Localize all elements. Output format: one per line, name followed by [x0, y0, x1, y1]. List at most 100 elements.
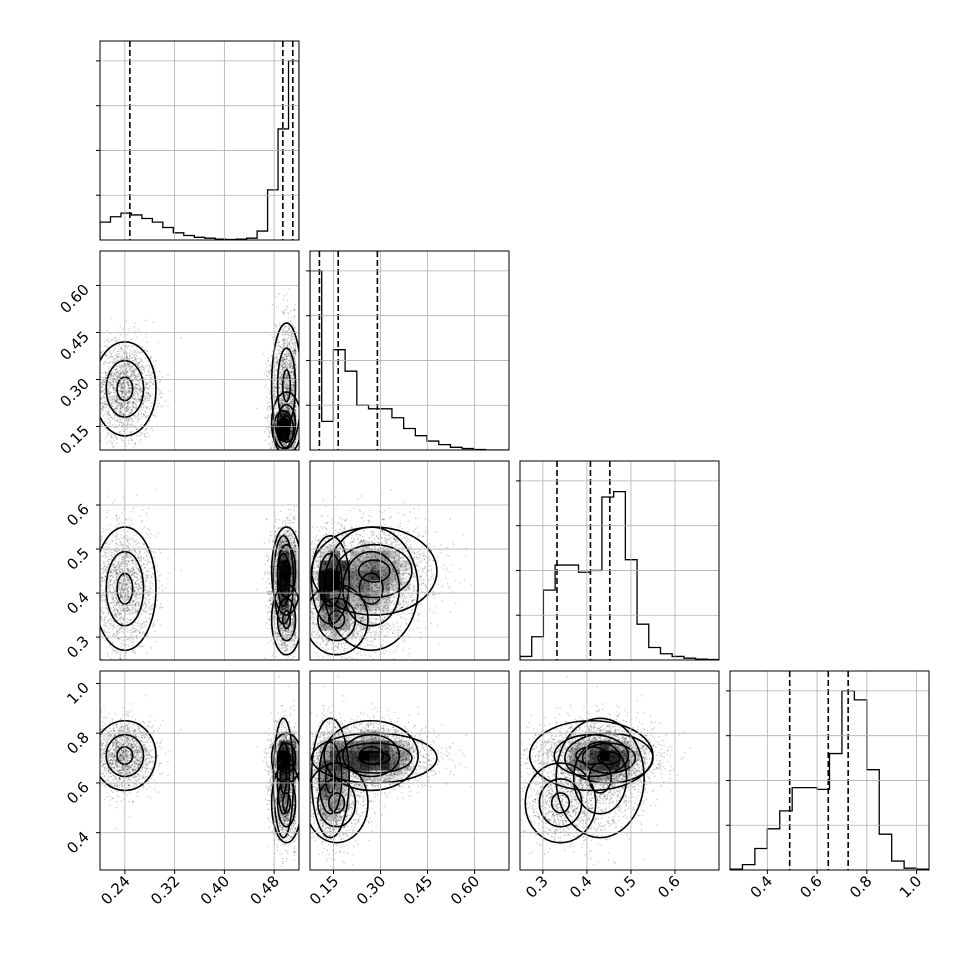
sample-point [135, 407, 138, 410]
sample-point [115, 337, 117, 339]
sample-point [285, 358, 288, 361]
sample-point [284, 333, 286, 336]
sample-point [290, 432, 293, 434]
sample-point [129, 352, 131, 355]
sample-point [127, 384, 129, 387]
sample-point [131, 396, 133, 399]
sample-point [291, 342, 294, 345]
sample-point [130, 368, 132, 371]
sample-point [294, 352, 297, 355]
sample-point [125, 372, 128, 375]
sample-point [144, 410, 146, 413]
sample-point [281, 402, 284, 404]
sample-point [101, 405, 104, 408]
sample-point [291, 447, 293, 449]
sample-point [122, 369, 124, 372]
sample-point [127, 405, 129, 408]
sample-point [276, 306, 278, 308]
sample-point [286, 405, 288, 407]
sample-point [286, 424, 289, 427]
sample-point [120, 381, 122, 384]
sample-point [281, 356, 284, 359]
sample-point [283, 454, 285, 456]
sample-point [159, 380, 162, 382]
sample-point [294, 352, 297, 355]
sample-point [285, 443, 287, 446]
sample-point [112, 355, 114, 358]
sample-point [151, 393, 154, 396]
sample-point [285, 406, 287, 409]
sample-point [158, 393, 161, 396]
sample-point [139, 398, 142, 401]
sample-point [115, 370, 118, 373]
sample-point [283, 413, 285, 416]
sample-point [131, 396, 134, 398]
sample-point [94, 389, 96, 391]
sample-point [125, 393, 127, 396]
sample-point [133, 445, 135, 448]
sample-point [123, 365, 125, 367]
sample-point [97, 360, 99, 362]
sample-point [126, 365, 129, 367]
sample-point [282, 363, 285, 366]
sample-point [283, 345, 286, 348]
sample-point [145, 392, 148, 395]
sample-point [288, 336, 290, 339]
sample-point [270, 447, 273, 450]
sample-point [135, 397, 137, 399]
sample-point [116, 371, 118, 373]
sample-point [116, 479, 118, 481]
sample-point [116, 350, 119, 353]
sample-point [294, 360, 296, 362]
sample-point [106, 346, 109, 349]
sample-point [294, 363, 297, 366]
sample-point [294, 451, 296, 453]
sample-point [101, 381, 103, 384]
sample-point [111, 436, 114, 439]
sample-point [284, 383, 286, 386]
sample-point [289, 432, 292, 435]
sample-point [108, 391, 111, 394]
sample-point [109, 375, 111, 378]
sample-point [120, 438, 123, 441]
sample-point [133, 402, 136, 404]
sample-point [137, 395, 140, 397]
sample-point [144, 392, 146, 394]
sample-point [140, 351, 142, 353]
sample-point [121, 365, 124, 368]
sample-point [119, 399, 122, 402]
panel-1-0 [94, 288, 299, 481]
sample-point [109, 386, 111, 388]
sample-point [120, 385, 123, 387]
sample-point [284, 375, 287, 378]
sample-point [285, 377, 288, 379]
sample-point [293, 389, 295, 391]
sample-point [268, 373, 271, 376]
sample-point [126, 357, 129, 360]
sample-point [128, 365, 131, 368]
sample-point [127, 375, 129, 377]
sample-point [127, 404, 129, 407]
sample-point [121, 392, 123, 394]
sample-point [110, 371, 113, 374]
sample-point [127, 405, 129, 408]
sample-point [267, 360, 269, 363]
sample-point [280, 372, 283, 374]
sample-point [293, 385, 295, 387]
sample-point [294, 410, 296, 412]
sample-point [279, 368, 281, 371]
sample-point [293, 342, 296, 345]
sample-point [284, 413, 287, 415]
sample-point [280, 385, 283, 388]
sample-point [289, 345, 291, 348]
sample-point [125, 345, 127, 348]
sample-point [287, 427, 289, 429]
sample-point [269, 447, 272, 450]
sample-point [127, 382, 130, 385]
sample-point [137, 415, 140, 418]
sample-point [285, 479, 287, 481]
sample-point [284, 380, 286, 382]
sample-point [107, 381, 110, 383]
sample-point [275, 368, 277, 371]
sample-point [286, 474, 288, 476]
